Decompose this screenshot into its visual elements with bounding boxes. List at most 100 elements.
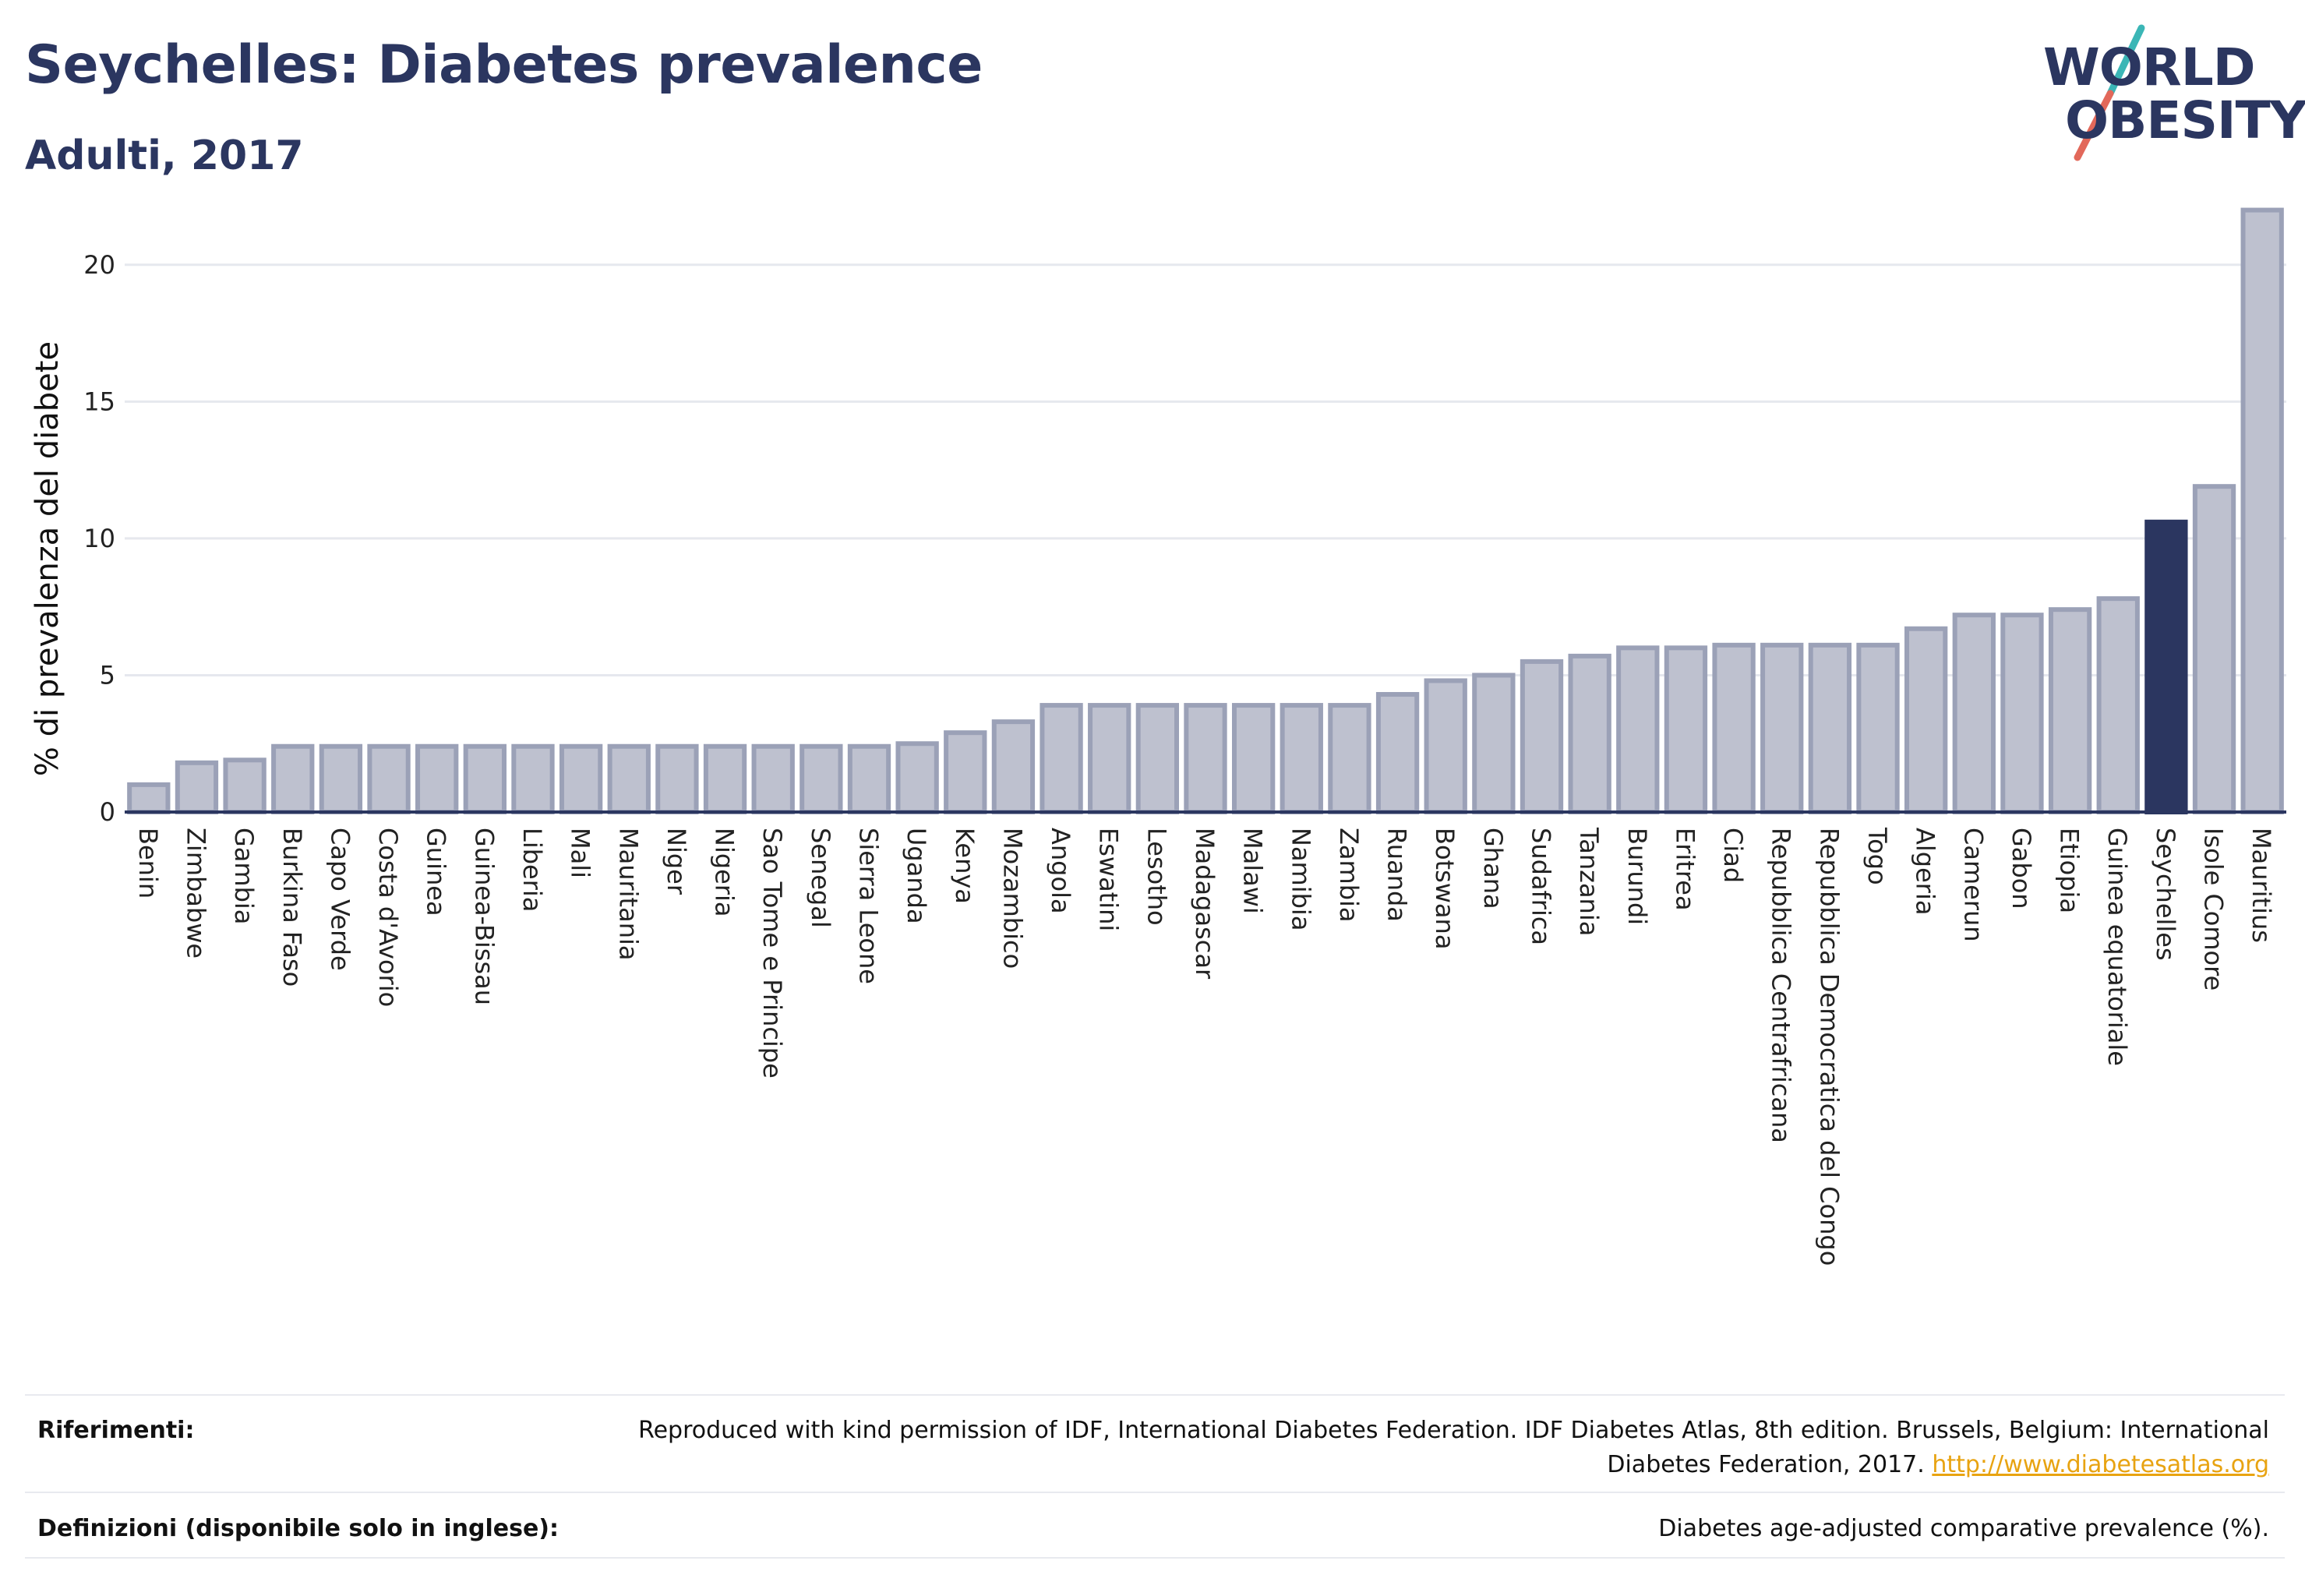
y-tick-label: 5: [100, 660, 115, 690]
x-tick-label: Zambia: [1334, 828, 1364, 923]
bar[interactable]: [751, 743, 795, 815]
bar[interactable]: [1184, 703, 1227, 814]
x-tick-label: Gabon: [2007, 828, 2036, 909]
bar[interactable]: [800, 743, 843, 815]
bar[interactable]: [2240, 207, 2284, 815]
y-axis-ticks: 0 5 10 15 20: [83, 250, 115, 827]
x-tick-label: Algeria: [1911, 828, 1940, 915]
footer-divider-middle: [25, 1492, 2285, 1493]
x-tick-label: Seychelles: [2151, 828, 2180, 961]
y-tick-label: 15: [83, 387, 115, 416]
chart-title: Seychelles: Diabetes prevalence: [25, 34, 983, 96]
bar[interactable]: [271, 743, 315, 815]
logo-slash-icon: [2074, 24, 2145, 161]
x-tick-label: Uganda: [902, 828, 931, 924]
bar[interactable]: [175, 760, 219, 814]
gridlines: [125, 263, 2286, 676]
x-axis-labels: Benin Zimbabwe Gambia Burkina Faso Capo Verd…: [133, 827, 2276, 1266]
bars: [127, 207, 2284, 815]
x-tick-label: Sierra Leone: [853, 828, 883, 984]
bar[interactable]: [1472, 673, 1516, 815]
x-tick-label: Tanzania: [1574, 827, 1604, 936]
bar[interactable]: [1856, 642, 1900, 814]
x-tick-label: Guinea equatoriale: [2102, 828, 2132, 1066]
bar[interactable]: [559, 743, 603, 815]
bar[interactable]: [127, 782, 171, 815]
bar[interactable]: [511, 743, 555, 815]
x-tick-label: Mali: [566, 828, 595, 878]
bar[interactable]: [1616, 645, 1660, 814]
x-tick-label: Zimbabwe: [181, 828, 210, 959]
x-tick-label: Mauritania: [613, 828, 643, 960]
bar[interactable]: [2000, 613, 2044, 815]
bar[interactable]: [1904, 626, 1948, 814]
x-tick-label: Liberia: [517, 828, 547, 912]
references-text: Reproduced with kind permission of IDF, …: [555, 1414, 2269, 1482]
bar[interactable]: [1424, 678, 1467, 815]
references-body: Reproduced with kind permission of IDF, …: [638, 1417, 2269, 1478]
x-tick-label: Etiopia: [2055, 828, 2084, 913]
x-tick-label: Niger: [662, 828, 691, 895]
x-tick-label: Ciad: [1718, 828, 1748, 883]
bar[interactable]: [703, 743, 747, 815]
x-tick-label: Sudafrica: [1527, 828, 1556, 945]
bar[interactable]: [895, 741, 939, 815]
x-tick-label: Kenya: [950, 828, 980, 904]
bar[interactable]: [1375, 692, 1420, 814]
bar[interactable]: [1760, 642, 1804, 814]
bar[interactable]: [2048, 607, 2092, 815]
footer-divider-top: [25, 1394, 2285, 1396]
x-tick-label: Eswatini: [1094, 828, 1124, 931]
bar-highlighted[interactable]: [2144, 519, 2188, 814]
bar[interactable]: [1280, 703, 1323, 814]
bar[interactable]: [1664, 645, 1708, 814]
bar[interactable]: [1520, 659, 1564, 815]
bar[interactable]: [1328, 703, 1371, 814]
x-tick-label: Ruanda: [1382, 828, 1412, 922]
x-tick-label: Repubblica Centrafricana: [1767, 828, 1796, 1143]
bar[interactable]: [2192, 484, 2236, 814]
x-tick-label: Togo: [1862, 827, 1892, 885]
bar[interactable]: [2096, 596, 2140, 815]
bar[interactable]: [367, 743, 411, 815]
definitions-text: Diabetes age-adjusted comparative preval…: [1658, 1515, 2269, 1542]
bar[interactable]: [1040, 703, 1083, 814]
bar[interactable]: [1952, 613, 1996, 815]
bar[interactable]: [991, 719, 1036, 815]
x-tick-label: Madagascar: [1190, 828, 1220, 980]
x-tick-label: Camerun: [1958, 828, 1988, 942]
x-tick-label: Senegal: [806, 828, 835, 928]
references-label: Riferimenti:: [37, 1417, 195, 1444]
bar[interactable]: [847, 743, 891, 815]
x-tick-label: Namibia: [1286, 828, 1315, 930]
y-axis-title: % di prevalenza del diabete: [30, 341, 65, 776]
x-tick-label: Lesotho: [1142, 828, 1171, 926]
world-obesity-logo[interactable]: WORLD OBESITY: [2026, 22, 2305, 162]
bar[interactable]: [1808, 642, 1852, 814]
bar[interactable]: [944, 730, 987, 815]
x-tick-label: Gambia: [229, 828, 259, 924]
bar[interactable]: [415, 743, 459, 815]
bar[interactable]: [1231, 703, 1276, 814]
x-tick-label: Mauritius: [2247, 828, 2276, 943]
x-tick-label: Burundi: [1622, 828, 1652, 925]
x-tick-label: Nigeria: [710, 828, 740, 916]
bar[interactable]: [655, 743, 699, 815]
bar[interactable]: [1088, 703, 1131, 814]
x-tick-label: Costa d'Avorio: [373, 828, 403, 1007]
x-tick-label: Burkina Faso: [277, 828, 307, 987]
bar[interactable]: [463, 743, 507, 815]
bar[interactable]: [1712, 642, 1756, 814]
references-link[interactable]: http://www.diabetesatlas.org: [1932, 1451, 2269, 1478]
x-tick-label: Botswana: [1430, 828, 1460, 949]
x-tick-label: Eritrea: [1670, 828, 1700, 911]
bar[interactable]: [1568, 653, 1611, 814]
bar[interactable]: [319, 743, 363, 815]
x-tick-label: Repubblica Democratica del Congo: [1814, 828, 1844, 1266]
x-tick-label: Guinea-Bissau: [469, 828, 499, 1005]
bar[interactable]: [223, 757, 267, 814]
footer-divider-bottom: [25, 1557, 2285, 1559]
bar[interactable]: [607, 743, 651, 815]
bar[interactable]: [1135, 703, 1180, 814]
logo-text-world: WORLD: [2043, 37, 2256, 97]
